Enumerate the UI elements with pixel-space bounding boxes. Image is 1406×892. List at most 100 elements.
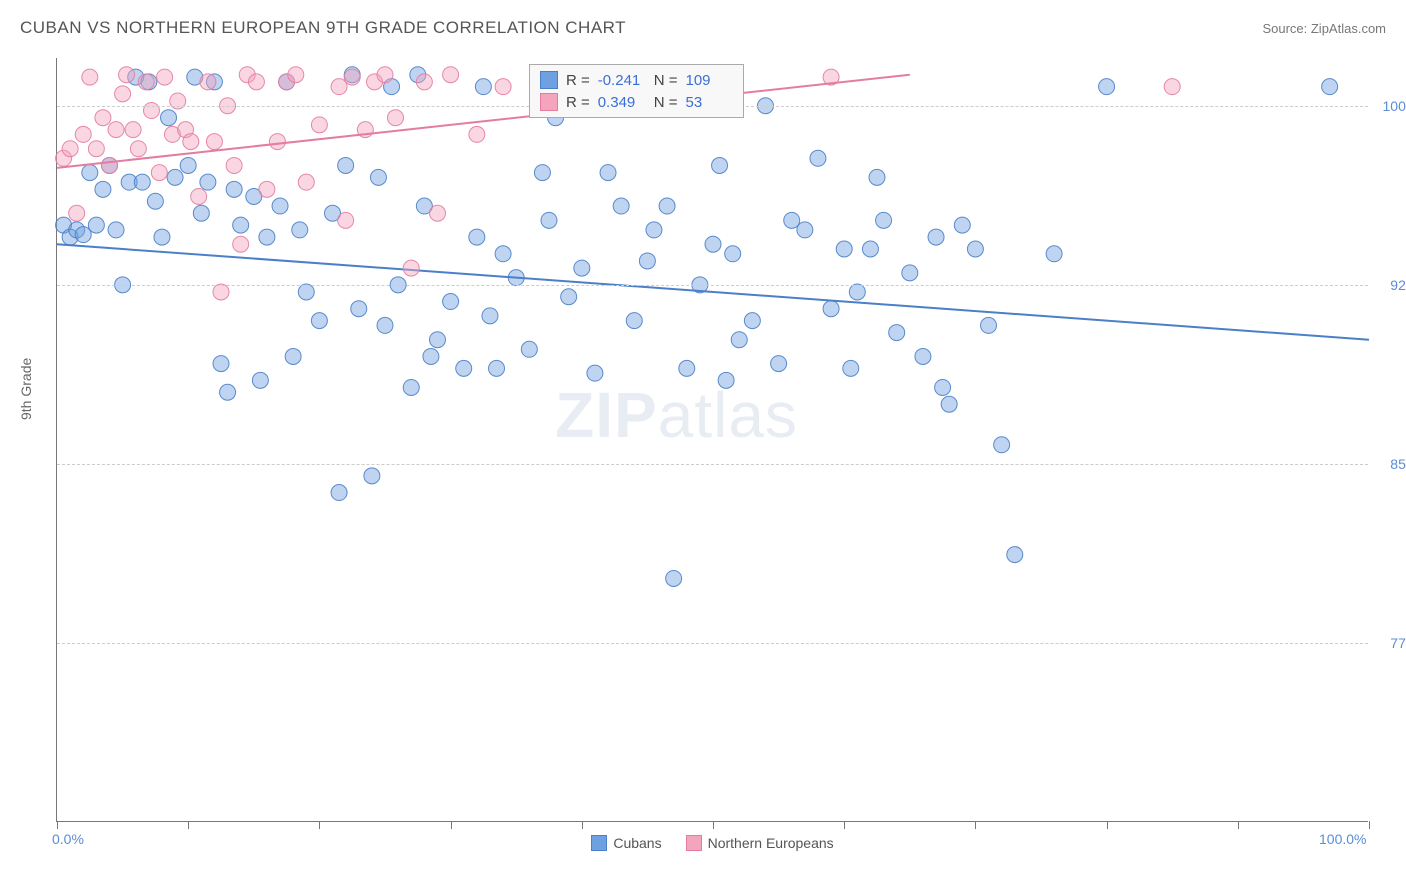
- data-point: [292, 222, 308, 238]
- gridline: [57, 464, 1368, 465]
- data-point: [600, 165, 616, 181]
- data-point: [403, 260, 419, 276]
- swatch-ne-icon: [686, 835, 702, 851]
- data-point: [718, 372, 734, 388]
- x-tick: [1107, 821, 1108, 829]
- n-label: N =: [654, 94, 678, 111]
- r-label: R =: [566, 94, 590, 111]
- data-point: [443, 67, 459, 83]
- n-value-cubans: 109: [685, 72, 733, 89]
- data-point: [108, 222, 124, 238]
- chart-title: CUBAN VS NORTHERN EUROPEAN 9TH GRADE COR…: [20, 18, 626, 38]
- data-point: [954, 217, 970, 233]
- data-point: [843, 360, 859, 376]
- data-point: [119, 67, 135, 83]
- data-point: [233, 217, 249, 233]
- data-point: [191, 188, 207, 204]
- data-point: [252, 372, 268, 388]
- data-point: [469, 126, 485, 142]
- scatter-plot: ZIPatlas R = -0.241 N = 109 R = 0.349 N …: [56, 58, 1368, 822]
- data-point: [862, 241, 878, 257]
- legend-row-ne: R = 0.349 N = 53: [540, 91, 734, 113]
- data-point: [298, 284, 314, 300]
- legend-label-cubans: Cubans: [613, 835, 661, 851]
- r-label: R =: [566, 72, 590, 89]
- correlation-legend: R = -0.241 N = 109 R = 0.349 N = 53: [529, 64, 745, 118]
- x-tick: [451, 821, 452, 829]
- data-point: [269, 134, 285, 150]
- data-point: [705, 236, 721, 252]
- data-point: [469, 229, 485, 245]
- data-point: [823, 301, 839, 317]
- data-point: [364, 468, 380, 484]
- data-point: [521, 341, 537, 357]
- data-point: [69, 205, 85, 221]
- data-point: [138, 74, 154, 90]
- data-point: [541, 212, 557, 228]
- data-point: [443, 294, 459, 310]
- data-point: [82, 165, 98, 181]
- data-point: [771, 356, 787, 372]
- data-point: [561, 289, 577, 305]
- data-point: [1164, 79, 1180, 95]
- data-point: [82, 69, 98, 85]
- legend-label-ne: Northern Europeans: [708, 835, 834, 851]
- data-point: [574, 260, 590, 276]
- data-point: [351, 301, 367, 317]
- chart-svg: [57, 58, 1368, 821]
- data-point: [200, 74, 216, 90]
- data-point: [744, 313, 760, 329]
- data-point: [161, 110, 177, 126]
- data-point: [220, 384, 236, 400]
- swatch-ne: [540, 93, 558, 111]
- x-tick: [975, 821, 976, 829]
- data-point: [377, 317, 393, 333]
- data-point: [108, 122, 124, 138]
- data-point: [344, 69, 360, 85]
- data-point: [288, 67, 304, 83]
- data-point: [587, 365, 603, 381]
- data-point: [646, 222, 662, 238]
- data-point: [659, 198, 675, 214]
- data-point: [941, 396, 957, 412]
- data-point: [876, 212, 892, 228]
- x-tick: [1369, 821, 1370, 829]
- data-point: [180, 157, 196, 173]
- data-point: [981, 317, 997, 333]
- x-tick: [1238, 821, 1239, 829]
- swatch-cubans: [540, 71, 558, 89]
- data-point: [626, 313, 642, 329]
- data-point: [1322, 79, 1338, 95]
- data-point: [130, 141, 146, 157]
- data-point: [534, 165, 550, 181]
- x-tick: [713, 821, 714, 829]
- source-attribution: Source: ZipAtlas.com: [1262, 21, 1386, 36]
- data-point: [1046, 246, 1062, 262]
- data-point: [387, 110, 403, 126]
- data-point: [725, 246, 741, 262]
- legend-item-ne: Northern Europeans: [686, 835, 834, 851]
- data-point: [869, 169, 885, 185]
- data-point: [1007, 547, 1023, 563]
- y-tick-label: 92.5%: [1375, 277, 1406, 293]
- data-point: [259, 229, 275, 245]
- n-value-ne: 53: [685, 94, 733, 111]
- data-point: [101, 157, 117, 173]
- data-point: [338, 157, 354, 173]
- data-point: [456, 360, 472, 376]
- data-point: [226, 181, 242, 197]
- data-point: [95, 110, 111, 126]
- data-point: [1099, 79, 1115, 95]
- data-point: [154, 229, 170, 245]
- data-point: [416, 74, 432, 90]
- data-point: [200, 174, 216, 190]
- data-point: [331, 485, 347, 501]
- data-point: [298, 174, 314, 190]
- data-point: [429, 205, 445, 221]
- x-tick: [844, 821, 845, 829]
- swatch-cubans-icon: [591, 835, 607, 851]
- data-point: [429, 332, 445, 348]
- data-point: [403, 379, 419, 395]
- y-tick-label: 77.5%: [1375, 635, 1406, 651]
- data-point: [915, 348, 931, 364]
